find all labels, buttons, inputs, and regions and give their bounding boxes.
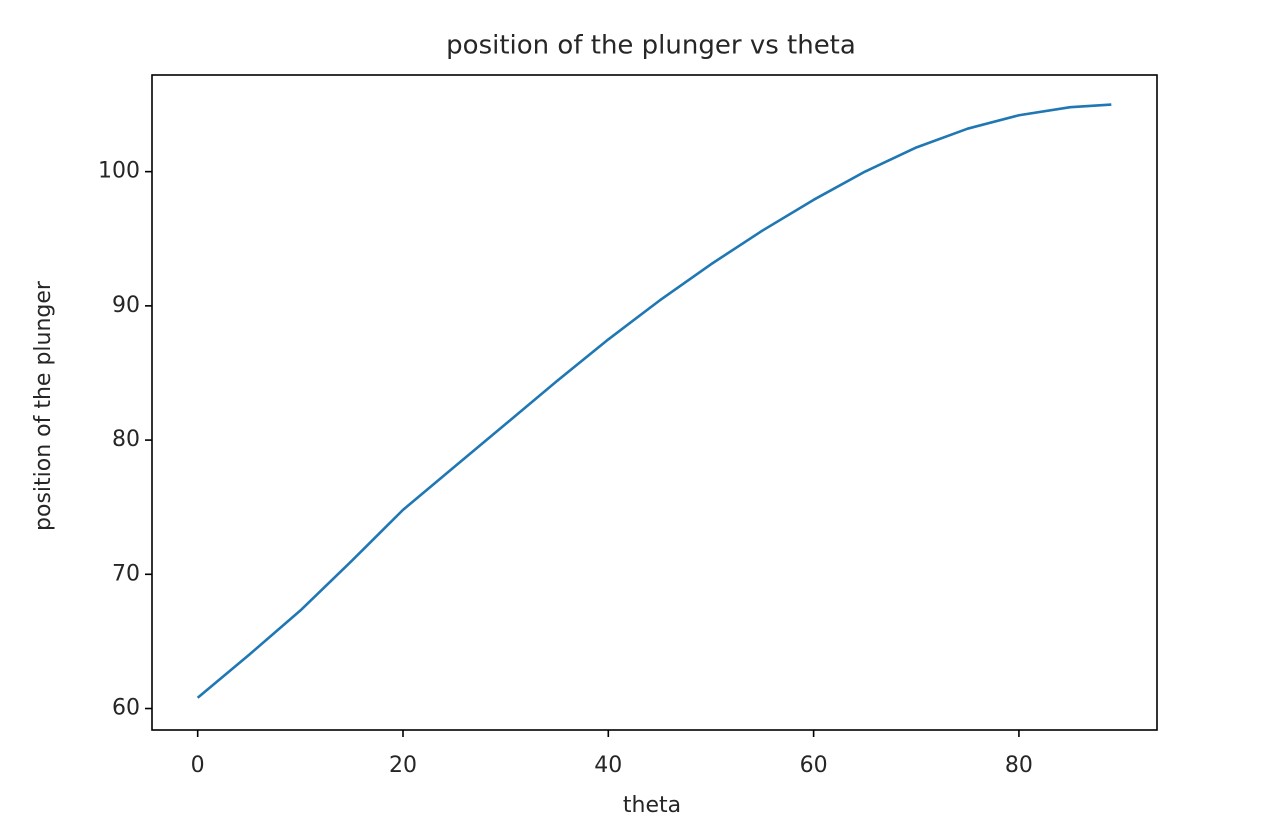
x-tick-label: 40	[594, 753, 622, 778]
y-axis-label: position of the plunger	[31, 280, 56, 531]
x-tick-label: 0	[191, 753, 205, 778]
plot-frame	[151, 74, 1158, 731]
x-axis-label: theta	[623, 793, 681, 818]
data-line	[196, 103, 1112, 699]
y-tick-label: 100	[98, 159, 140, 184]
y-tick-label: 60	[112, 696, 140, 721]
x-tick-label: 80	[1005, 753, 1033, 778]
y-tick-label: 70	[112, 561, 140, 586]
y-tick-label: 90	[112, 293, 140, 318]
x-tick-label: 60	[800, 753, 828, 778]
y-tick-label: 80	[112, 427, 140, 452]
chart-title: position of the plunger vs theta	[446, 31, 856, 61]
x-tick-label: 20	[389, 753, 417, 778]
